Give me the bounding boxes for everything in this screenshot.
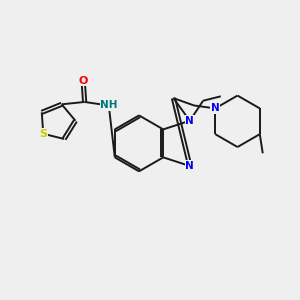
Text: NH: NH	[100, 100, 118, 110]
Text: O: O	[79, 76, 88, 86]
Text: N: N	[185, 161, 194, 171]
Text: N: N	[211, 103, 220, 113]
Text: S: S	[39, 129, 47, 139]
Text: N: N	[185, 116, 194, 126]
